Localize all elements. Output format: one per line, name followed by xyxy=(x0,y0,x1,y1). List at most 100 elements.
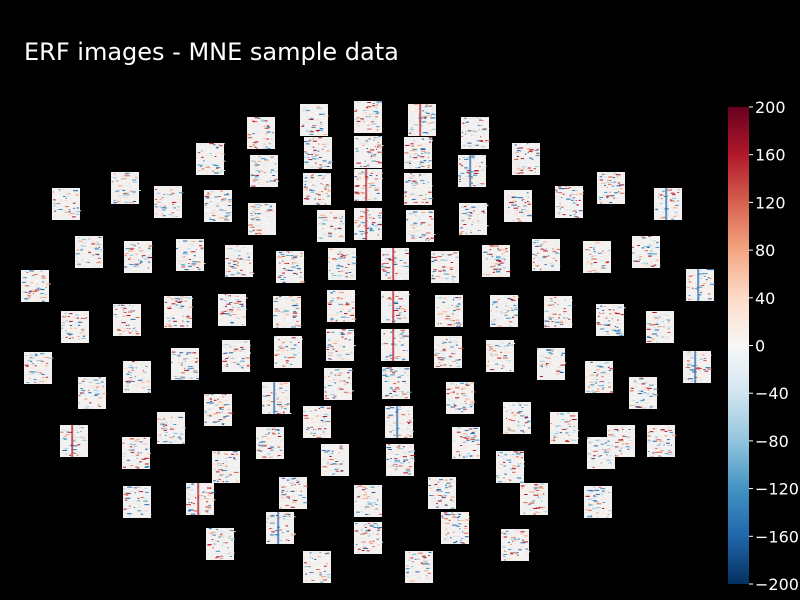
erf-pixel xyxy=(251,185,256,187)
erf-pixel xyxy=(491,353,495,355)
erf-pixel xyxy=(134,190,137,192)
erf-pixel xyxy=(345,272,348,274)
erf-pixel xyxy=(77,263,81,265)
erf-pixel xyxy=(588,363,591,365)
erf-pixel xyxy=(188,317,193,319)
erf-pixel xyxy=(611,182,615,184)
erf-pixel xyxy=(647,332,649,334)
erf-pixel xyxy=(146,252,150,254)
erf-pixel xyxy=(222,396,224,398)
erf-pixel xyxy=(422,110,425,112)
erf-pixel xyxy=(371,160,376,162)
erf-pixel xyxy=(591,258,595,260)
erf-pixel xyxy=(179,367,184,369)
erf-pixel xyxy=(184,362,187,364)
erf-pixel xyxy=(172,320,177,322)
erf-pixel xyxy=(333,332,336,334)
erf-pixel xyxy=(606,325,609,327)
erf-pixel xyxy=(400,308,406,310)
erf-pixel xyxy=(513,325,518,326)
erf-pixel xyxy=(649,401,653,403)
erf-pixel xyxy=(71,326,74,328)
erf-pixel xyxy=(642,237,646,239)
erf-pixel xyxy=(131,194,137,196)
erf-pixel xyxy=(274,336,277,338)
erf-pixel xyxy=(459,212,463,214)
erf-pixel xyxy=(179,307,183,309)
erf-pixel xyxy=(637,241,639,243)
erf-pixel xyxy=(318,198,321,200)
erf-pixel xyxy=(181,266,186,268)
sensor-erf-image xyxy=(354,136,384,168)
erf-pixel xyxy=(378,136,381,138)
erf-pixel xyxy=(707,286,710,288)
erf-pixel xyxy=(276,360,279,362)
erf-pixel xyxy=(253,177,259,179)
erf-pixel xyxy=(325,391,327,393)
erf-pixel xyxy=(257,228,262,230)
erf-pixel xyxy=(279,387,283,389)
erf-pixel xyxy=(285,319,289,321)
erf-pixel xyxy=(397,376,402,378)
erf-pixel xyxy=(315,193,319,195)
erf-pixel xyxy=(274,394,278,396)
erf-pixel xyxy=(125,248,131,250)
erf-pixel xyxy=(228,346,232,348)
erf-pixel xyxy=(145,380,148,382)
erf-pixel xyxy=(543,356,546,358)
erf-pixel xyxy=(654,260,658,262)
erf-pixel xyxy=(493,251,497,253)
erf-pixel xyxy=(292,312,298,314)
erf-pixel xyxy=(571,193,573,195)
erf-pixel xyxy=(280,279,285,280)
erf-pixel xyxy=(458,317,462,319)
erf-pixel xyxy=(82,329,86,331)
erf-pixel xyxy=(302,124,305,126)
erf-pixel xyxy=(596,374,599,376)
erf-pixel xyxy=(428,123,431,124)
erf-pixel xyxy=(539,376,543,377)
erf-pixel xyxy=(142,387,145,389)
erf-pixel xyxy=(132,361,135,363)
erf-pixel xyxy=(470,181,473,183)
erf-pixel xyxy=(427,157,429,158)
erf-pixel xyxy=(401,359,405,361)
erf-pixel xyxy=(82,261,88,263)
erf-pixel xyxy=(298,345,301,347)
erf-pixel xyxy=(180,269,184,271)
erf-pixel xyxy=(634,386,637,388)
erf-pixel xyxy=(207,192,209,194)
erf-pixel xyxy=(331,331,335,333)
erf-pixel xyxy=(35,300,40,302)
erf-pixel xyxy=(606,195,612,197)
erf-pixel xyxy=(699,367,705,369)
erf-pixel xyxy=(432,128,436,130)
erf-pixel xyxy=(436,295,440,297)
erf-pixel xyxy=(262,386,265,388)
sensor-erf-image xyxy=(629,377,659,409)
erf-pixel xyxy=(367,199,370,201)
erf-pixel xyxy=(124,173,128,175)
erf-pixel xyxy=(517,206,520,208)
erf-pixel xyxy=(514,147,516,148)
erf-pixel xyxy=(98,247,100,248)
erf-pixel xyxy=(224,294,227,296)
erf-pixel xyxy=(291,349,295,351)
erf-pixel xyxy=(569,214,572,216)
erf-pixel xyxy=(231,267,237,269)
erf-pixel xyxy=(215,420,221,422)
erf-pixel xyxy=(376,178,378,180)
erf-pixel xyxy=(322,183,327,184)
erf-pixel xyxy=(269,180,275,182)
erf-pixel xyxy=(356,125,359,127)
erf-pixel xyxy=(514,151,520,153)
erf-pixel xyxy=(90,241,93,243)
erf-pixel xyxy=(455,322,461,324)
erf-pixel xyxy=(154,197,157,199)
erf-pixel xyxy=(25,281,29,283)
erf-pixel xyxy=(555,206,561,208)
erf-pixel xyxy=(365,110,368,112)
erf-pixel xyxy=(439,349,442,351)
erf-pixel xyxy=(551,303,556,305)
erf-pixel xyxy=(231,298,237,300)
